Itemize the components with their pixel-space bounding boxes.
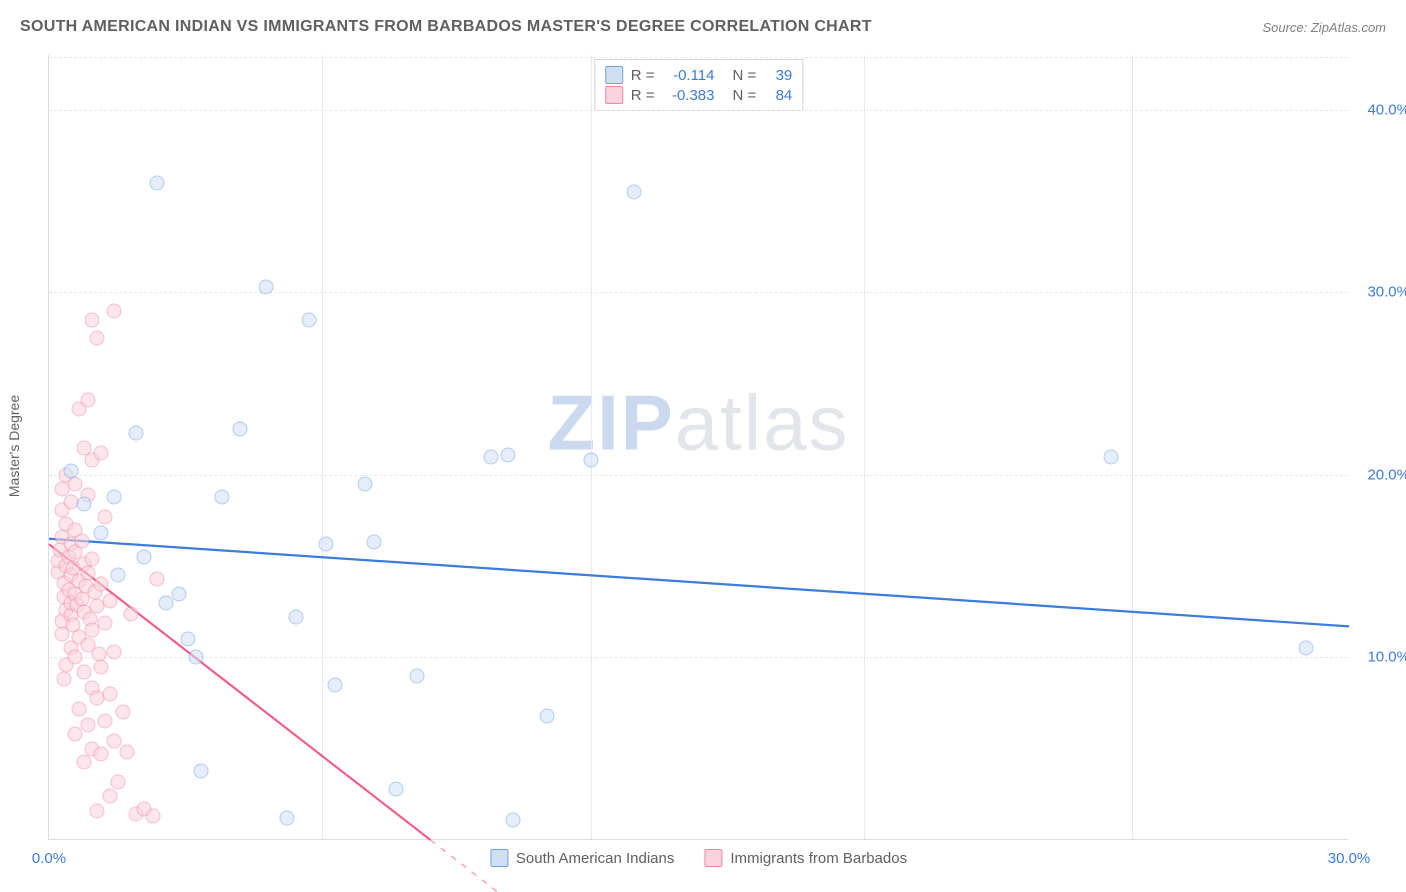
- data-point: [111, 774, 126, 789]
- data-point: [146, 809, 161, 824]
- data-point: [358, 477, 373, 492]
- data-point: [319, 537, 334, 552]
- title-bar: SOUTH AMERICAN INDIAN VS IMMIGRANTS FROM…: [20, 18, 1386, 36]
- y-tick-label: 20.0%: [1355, 466, 1406, 483]
- data-point: [180, 632, 195, 647]
- data-point: [1298, 641, 1313, 656]
- data-point: [159, 595, 174, 610]
- data-point: [94, 577, 109, 592]
- legend-label: South American Indians: [516, 850, 674, 867]
- data-point: [172, 586, 187, 601]
- data-point: [150, 571, 165, 586]
- data-point: [94, 445, 109, 460]
- data-point: [501, 447, 516, 462]
- data-point: [124, 606, 139, 621]
- legend-label: Immigrants from Barbados: [730, 850, 907, 867]
- data-point: [68, 650, 83, 665]
- data-point: [410, 668, 425, 683]
- data-point: [1103, 449, 1118, 464]
- data-point: [107, 489, 122, 504]
- data-point: [94, 659, 109, 674]
- data-point: [102, 789, 117, 804]
- data-point: [98, 615, 113, 630]
- data-point: [484, 449, 499, 464]
- data-point: [89, 803, 104, 818]
- data-point: [137, 550, 152, 565]
- data-point: [627, 184, 642, 199]
- legend-item: Immigrants from Barbados: [704, 849, 907, 867]
- data-point: [89, 330, 104, 345]
- legend-item: South American Indians: [490, 849, 674, 867]
- data-point: [115, 705, 130, 720]
- data-point: [328, 677, 343, 692]
- data-point: [81, 566, 96, 581]
- data-point: [583, 453, 598, 468]
- y-tick-label: 40.0%: [1355, 101, 1406, 118]
- data-point: [57, 672, 72, 687]
- x-tick-label: 0.0%: [32, 850, 66, 867]
- data-point: [215, 489, 230, 504]
- data-point: [76, 754, 91, 769]
- bottom-legend: South American Indians Immigrants from Ba…: [490, 849, 907, 867]
- data-point: [76, 665, 91, 680]
- data-point: [111, 568, 126, 583]
- data-point: [98, 714, 113, 729]
- legend-swatch: [490, 849, 508, 867]
- data-point: [81, 717, 96, 732]
- data-point: [85, 551, 100, 566]
- y-tick-label: 10.0%: [1355, 649, 1406, 666]
- regression-lines: [49, 55, 1349, 840]
- data-point: [98, 509, 113, 524]
- data-point: [128, 425, 143, 440]
- data-point: [505, 812, 520, 827]
- y-axis-title: Master's Degree: [6, 395, 22, 497]
- data-point: [540, 708, 555, 723]
- data-point: [107, 303, 122, 318]
- data-point: [302, 312, 317, 327]
- data-point: [76, 497, 91, 512]
- data-point: [189, 650, 204, 665]
- data-point: [94, 526, 109, 541]
- data-point: [388, 781, 403, 796]
- data-point: [68, 727, 83, 742]
- data-point: [280, 811, 295, 826]
- data-point: [232, 422, 247, 437]
- source-label: Source: ZipAtlas.com: [1262, 20, 1386, 35]
- data-point: [150, 175, 165, 190]
- data-point: [74, 533, 89, 548]
- data-point: [85, 312, 100, 327]
- legend-swatch: [704, 849, 722, 867]
- y-tick-label: 30.0%: [1355, 284, 1406, 301]
- chart-title: SOUTH AMERICAN INDIAN VS IMMIGRANTS FROM…: [20, 18, 872, 36]
- data-point: [81, 393, 96, 408]
- data-point: [289, 610, 304, 625]
- data-point: [63, 464, 78, 479]
- data-point: [367, 535, 382, 550]
- data-point: [102, 593, 117, 608]
- data-point: [107, 734, 122, 749]
- data-point: [107, 644, 122, 659]
- data-point: [102, 686, 117, 701]
- x-tick-label: 30.0%: [1328, 850, 1371, 867]
- data-point: [193, 763, 208, 778]
- data-point: [68, 477, 83, 492]
- data-point: [258, 279, 273, 294]
- plot-area: ZIPatlas R =-0.114N =39R =-0.383N =84 So…: [48, 55, 1348, 840]
- data-point: [120, 745, 135, 760]
- data-point: [72, 701, 87, 716]
- data-point: [94, 747, 109, 762]
